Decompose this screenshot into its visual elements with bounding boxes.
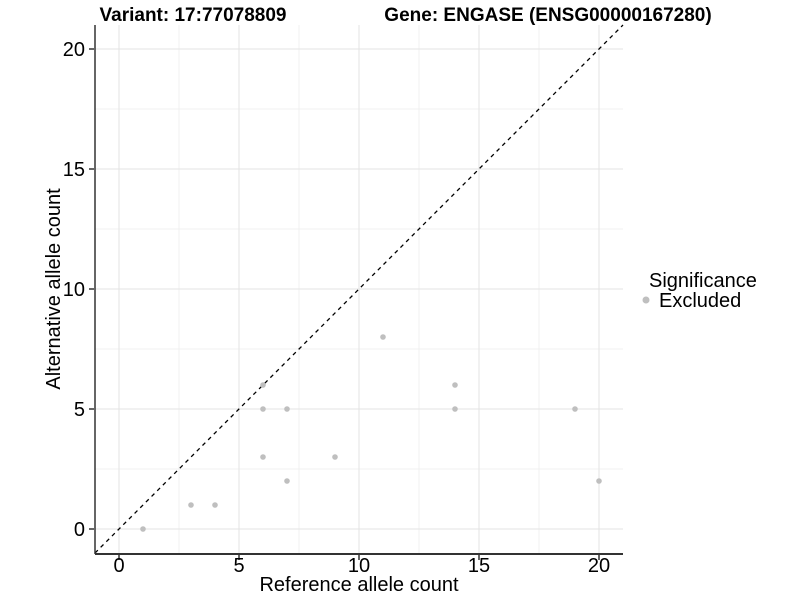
y-tick-label: 15 (63, 159, 85, 181)
data-point (284, 406, 290, 412)
gridlines-major (95, 25, 623, 553)
data-point (260, 382, 266, 388)
data-point (284, 478, 290, 484)
x-tick-label: 0 (113, 555, 124, 577)
tick-labels: 0 5 10 15 20 0 5 10 15 20 (63, 39, 610, 577)
legend-item-excluded-label: Excluded (659, 290, 741, 312)
legend: Significance Excluded (642, 270, 757, 312)
x-tick-label: 20 (588, 555, 610, 577)
data-point (452, 406, 458, 412)
y-axis-label: Alternative allele count (43, 188, 65, 390)
data-point (596, 478, 602, 484)
data-point (332, 454, 338, 460)
legend-marker-excluded-icon (642, 296, 650, 304)
data-point (140, 526, 146, 532)
data-point (452, 382, 458, 388)
legend-title: Significance (649, 270, 757, 292)
plot-title-gene: Gene: ENGASE (ENSG00000167280) (384, 5, 711, 26)
x-tick-label: 5 (233, 555, 244, 577)
data-point (260, 406, 266, 412)
x-tick-label: 10 (348, 555, 370, 577)
data-point (188, 502, 194, 508)
data-point (572, 406, 578, 412)
x-tick-label: 15 (468, 555, 490, 577)
y-tick-label: 10 (63, 279, 85, 301)
y-tick-label: 20 (63, 39, 85, 61)
data-points (140, 334, 602, 532)
data-point (380, 334, 386, 340)
x-axis-label: Reference allele count (259, 574, 458, 596)
plot-title-variant: Variant: 17:77078809 (100, 5, 287, 26)
axis-lines-and-ticks (89, 25, 623, 560)
data-point (260, 454, 266, 460)
data-point (212, 502, 218, 508)
y-tick-label: 0 (74, 519, 85, 541)
y-tick-label: 5 (74, 399, 85, 421)
